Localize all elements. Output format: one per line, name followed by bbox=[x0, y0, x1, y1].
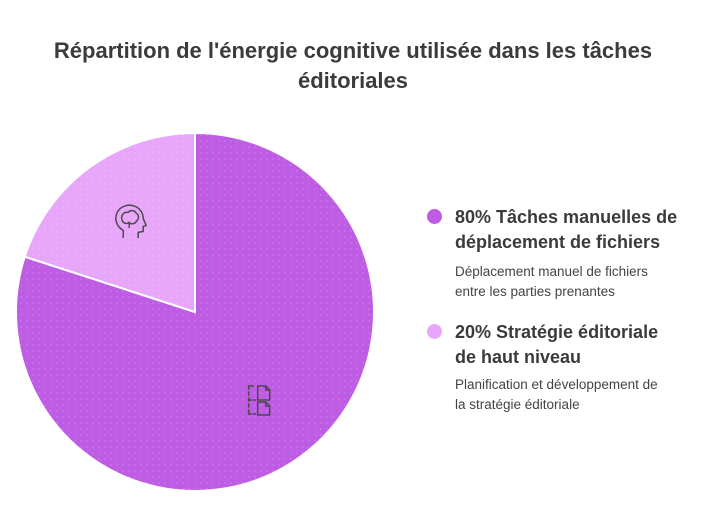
legend-desc-line: Planification et développement de bbox=[455, 377, 658, 392]
chart-title-line-1: Répartition de l'énergie cognitive utili… bbox=[53, 38, 653, 63]
legend-desc-line: Déplacement manuel de fichiers bbox=[455, 264, 648, 279]
chart-title-line-2: éditoriales bbox=[297, 68, 409, 93]
legend-dot-strategy bbox=[427, 324, 442, 339]
legend-dot-manual-tasks bbox=[427, 209, 442, 224]
legend-desc-strategy: Planification et développement de la str… bbox=[455, 375, 700, 415]
legend-label-manual-tasks: 80% Tâches manuelles de déplacement de f… bbox=[455, 205, 700, 255]
legend-label-line: de haut niveau bbox=[455, 347, 582, 367]
legend-label-line: 80% Tâches manuelles de bbox=[455, 207, 678, 227]
pie-slice-texture bbox=[24, 133, 196, 312]
legend-desc-manual-tasks: Déplacement manuel de fichiers entre les… bbox=[455, 262, 700, 302]
chart-title: Répartition de l'énergie cognitive utili… bbox=[0, 36, 706, 96]
brain-head-icon bbox=[115, 204, 147, 239]
legend-desc-line: entre les parties prenantes bbox=[455, 284, 615, 299]
legend-label-strategy: 20% Stratégie éditoriale de haut niveau bbox=[455, 320, 700, 370]
file-transfer-icon bbox=[247, 385, 271, 416]
legend-label-line: déplacement de fichiers bbox=[455, 232, 661, 252]
legend-label-line: 20% Stratégie éditoriale bbox=[455, 322, 659, 342]
legend-desc-line: la stratégie éditoriale bbox=[455, 397, 580, 412]
